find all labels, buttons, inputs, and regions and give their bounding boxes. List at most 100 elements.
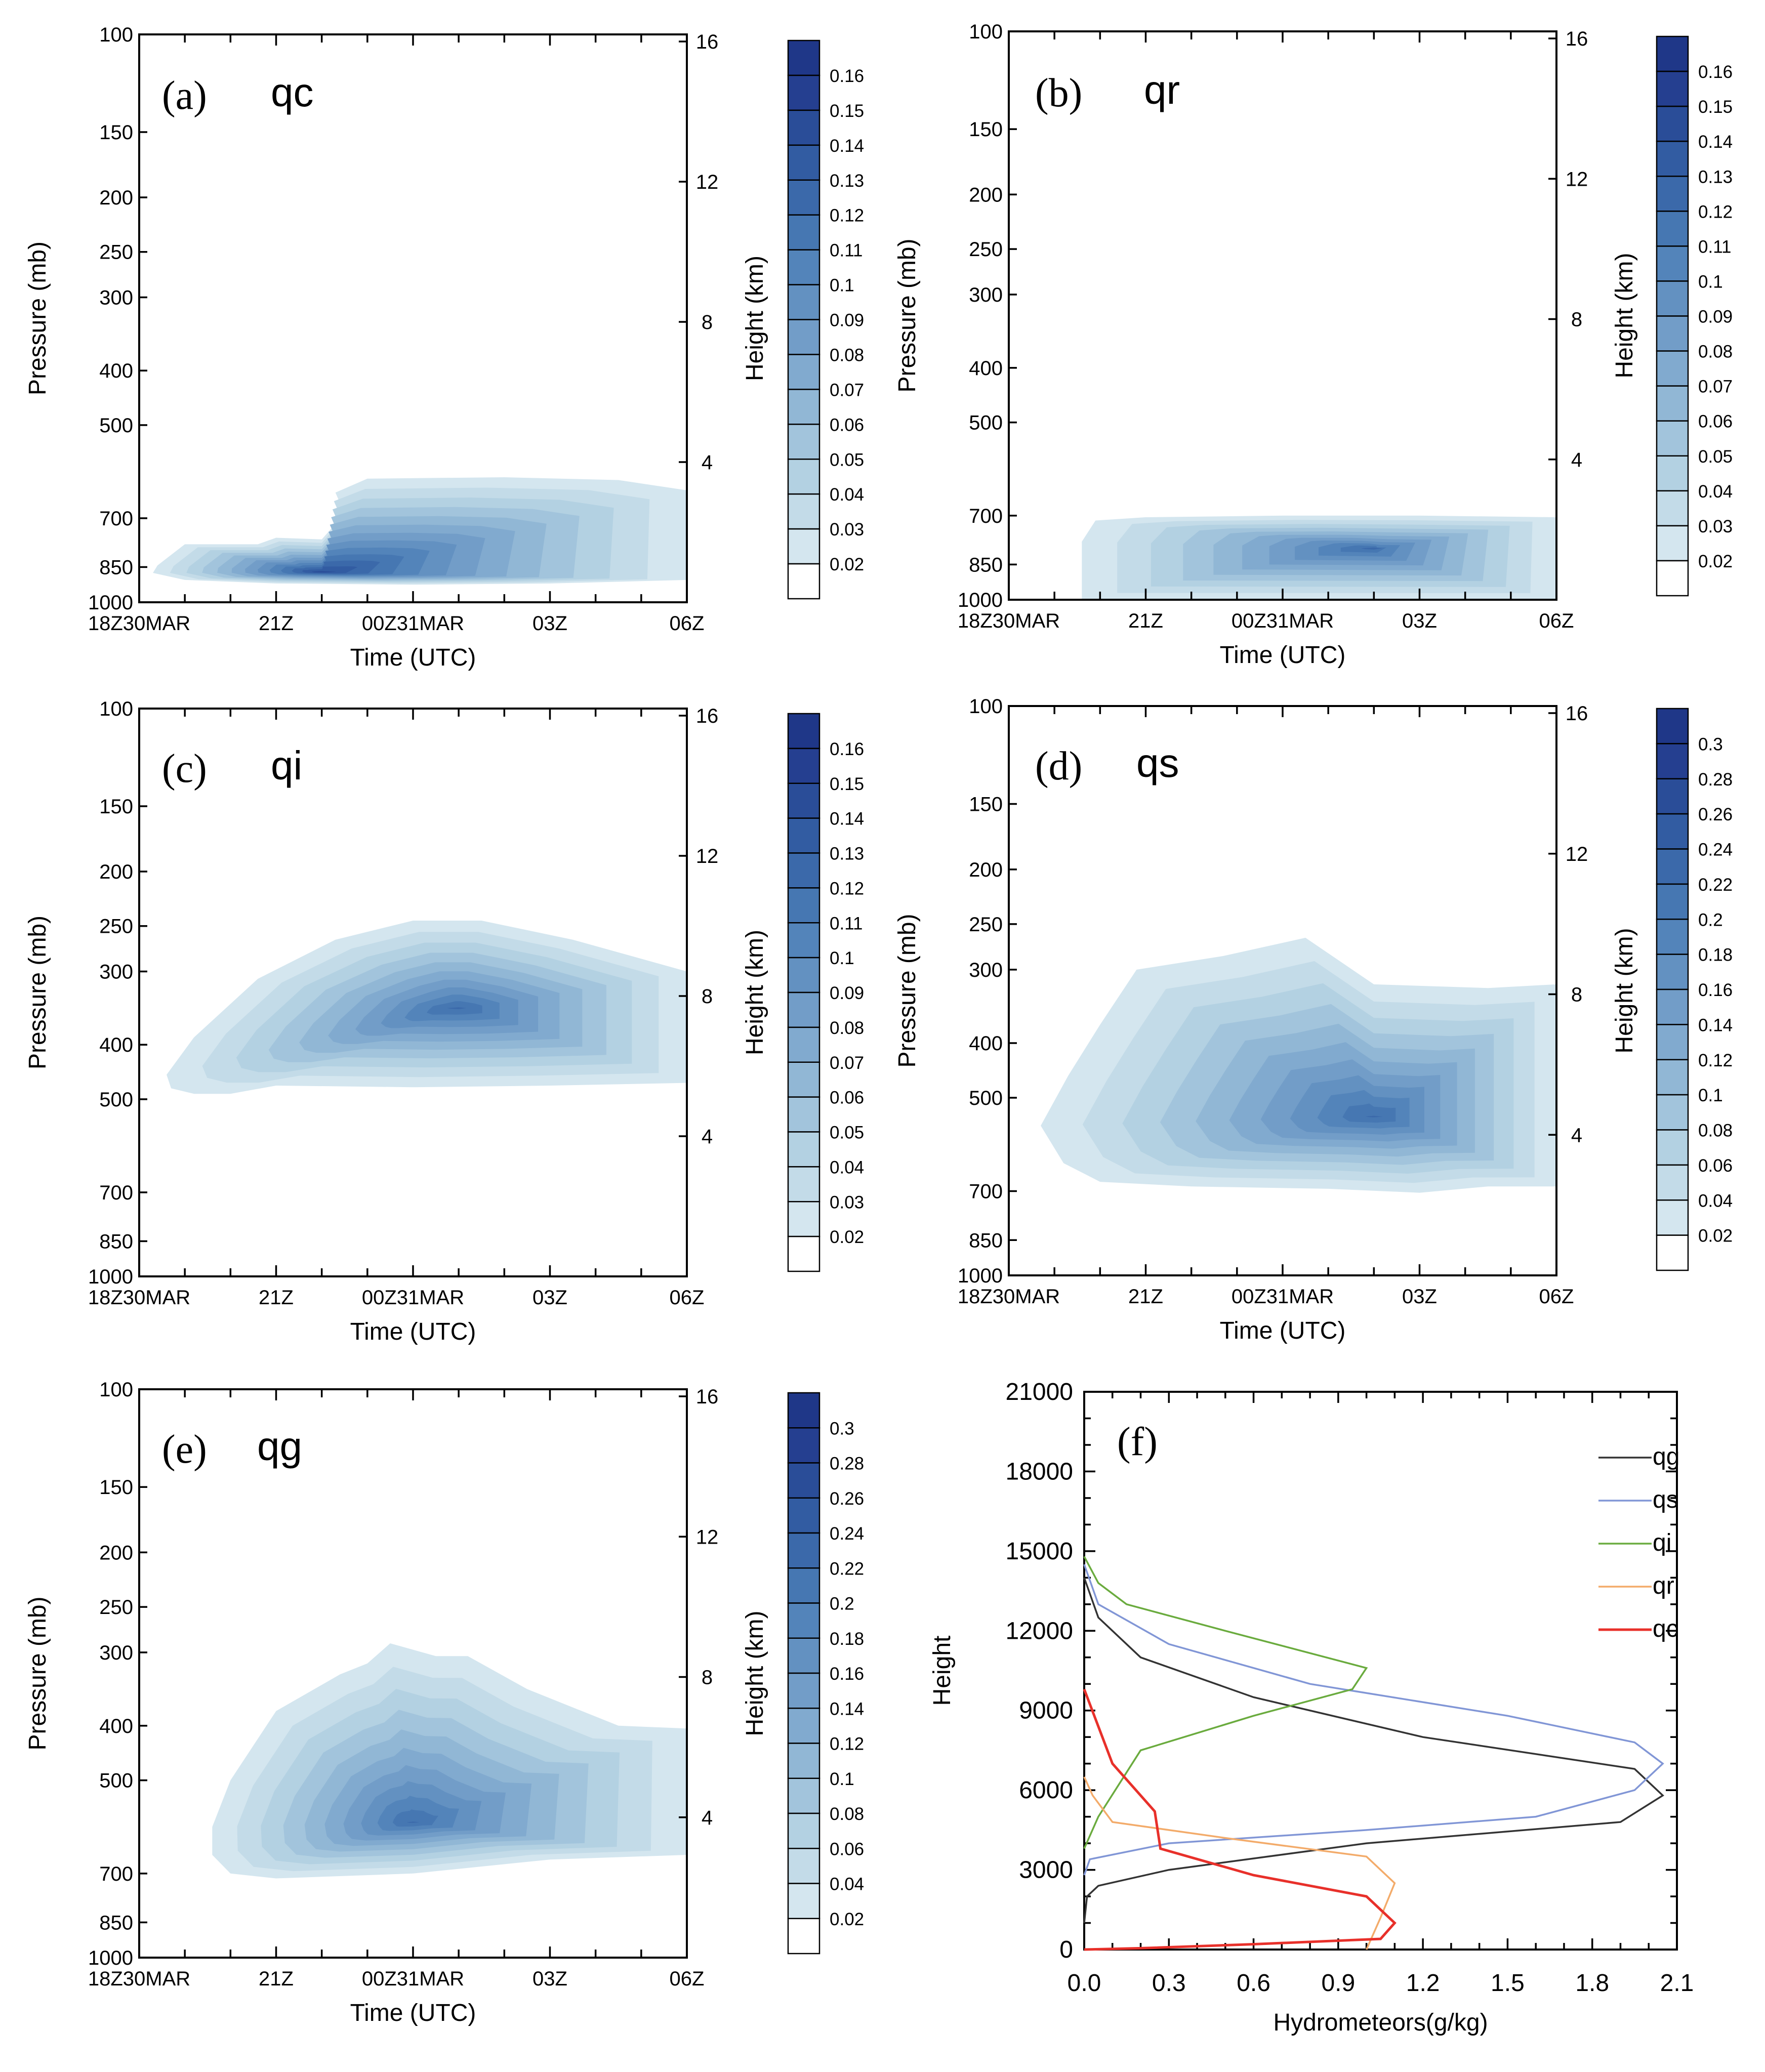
contour-level-13 [311, 571, 337, 573]
y2-tick-label: 4 [702, 451, 713, 474]
colorbar-label: 0.02 [830, 1227, 864, 1247]
colorbar-label: 0.12 [1698, 202, 1733, 222]
colorbar-label: 0.22 [830, 1559, 864, 1579]
y-tick-label: 150 [99, 796, 133, 818]
colorbar-cell [787, 1672, 820, 1709]
panel-label: (d) [1035, 744, 1082, 789]
colorbar-cell [787, 1235, 820, 1272]
x-tick-label: 03Z [1402, 1286, 1437, 1308]
y-tick-label: 200 [969, 859, 1003, 881]
y-axis-title: Height [929, 1636, 956, 1706]
colorbar-label: 0.02 [830, 1910, 864, 1929]
colorbar-cell [787, 1026, 820, 1063]
colorbar-label: 0.03 [830, 1192, 864, 1212]
colorbar-label: 0.12 [1698, 1051, 1733, 1070]
x-tick-label: 1.5 [1491, 1970, 1525, 1997]
colorbar-cell [1656, 280, 1689, 317]
colorbar-label: 0.09 [830, 983, 864, 1003]
y-tick-label: 6000 [1019, 1777, 1073, 1804]
y-tick-label: 0 [1059, 1936, 1073, 1963]
colorbar-label: 0.18 [1698, 945, 1733, 965]
colorbar-label: 0.24 [830, 1524, 864, 1544]
x-axis-title: Time (UTC) [1220, 642, 1346, 669]
colorbar-cell [1656, 455, 1689, 492]
colorbar-label: 0.08 [830, 1804, 864, 1824]
colorbar-cell [787, 1743, 820, 1779]
y-tick-label: 700 [969, 1181, 1003, 1203]
y-tick-label: 18000 [1006, 1458, 1073, 1485]
contour-level-11 [1361, 547, 1382, 550]
colorbar-cell [1656, 211, 1689, 247]
variable-name: qs [1136, 740, 1179, 785]
colorbar-cell [1656, 176, 1689, 212]
colorbar-label: 0.24 [1698, 840, 1733, 860]
panel-label: (c) [162, 747, 207, 791]
y-tick-label: 250 [99, 916, 133, 938]
y-axis-title: Pressure (mb) [24, 1596, 51, 1750]
colorbar-label: 0.06 [830, 1088, 864, 1108]
colorbar-label: 0.11 [830, 914, 863, 933]
y-axis-title: Pressure (mb) [24, 916, 51, 1069]
colorbar-cell [1656, 140, 1689, 177]
y2-axis-title: Height (km) [742, 1610, 768, 1736]
contour-level-11 [1365, 1115, 1383, 1117]
x-tick-label: 18Z30MAR [958, 1286, 1060, 1308]
colorbar-cell-top [787, 713, 820, 750]
colorbar-label: 0.02 [830, 555, 864, 574]
x-axis-title: Time (UTC) [350, 644, 476, 671]
y2-tick-label: 12 [696, 171, 719, 193]
y-tick-label: 300 [969, 284, 1003, 306]
colorbar-label: 0.26 [1698, 805, 1733, 824]
colorbar-label: 0.16 [1698, 980, 1733, 1000]
panel-label: (e) [162, 1427, 207, 1472]
y2-tick-label: 4 [702, 1126, 713, 1148]
y-tick-label: 3000 [1019, 1857, 1073, 1884]
colorbar-cell [1656, 420, 1689, 457]
x-tick-label: 18Z30MAR [958, 610, 1060, 632]
y-tick-label: 15000 [1006, 1538, 1073, 1565]
x-tick-label: 21Z [1128, 1286, 1163, 1308]
x-tick-label: 06Z [1539, 1286, 1574, 1308]
contour-qi [167, 921, 687, 1094]
contour-level-10 [1340, 545, 1386, 553]
y-tick-label: 1000 [88, 1947, 133, 1969]
x-tick-label: 21Z [259, 1287, 294, 1309]
y-tick-label: 250 [969, 238, 1003, 261]
colorbar-label: 0.08 [830, 345, 864, 365]
colorbar-label: 0.1 [830, 276, 854, 296]
panel-label: (b) [1035, 71, 1082, 115]
x-tick-label: 0.6 [1237, 1970, 1270, 1997]
colorbar-cell [1656, 1164, 1689, 1201]
colorbar-label: 0.3 [1698, 734, 1723, 754]
colorbar-label: 0.15 [1698, 97, 1733, 117]
colorbar-cell [787, 887, 820, 924]
y-tick-label: 100 [99, 24, 133, 46]
contour-level-11 [406, 1821, 420, 1823]
x-tick-label: 0.0 [1068, 1970, 1101, 1997]
colorbar-cell [787, 1848, 820, 1884]
colorbar-cell [787, 1567, 820, 1604]
series-line-qs [1083, 1564, 1664, 1876]
y-tick-label: 300 [969, 959, 1003, 981]
colorbar-cell [787, 1883, 820, 1919]
colorbar-cell [787, 957, 820, 993]
panel-label: (a) [162, 73, 207, 118]
y2-tick-label: 12 [1566, 168, 1588, 190]
x-tick-label: 06Z [670, 1968, 705, 1990]
colorbar-label: 0.28 [830, 1454, 864, 1474]
colorbar-cell [1656, 70, 1689, 107]
colorbar-cell [1656, 813, 1689, 850]
y-tick-label: 700 [969, 505, 1003, 527]
colorbar-label: 0.07 [1698, 377, 1733, 397]
colorbar-cell [1656, 1094, 1689, 1131]
y-tick-label: 9000 [1019, 1697, 1073, 1724]
variable-name: qr [1144, 67, 1180, 112]
x-axis-title: Time (UTC) [1220, 1317, 1346, 1344]
y-tick-label: 500 [99, 1770, 133, 1792]
y-tick-label: 400 [969, 357, 1003, 380]
colorbar-cell [787, 144, 820, 181]
colorbar-label: 0.09 [1698, 307, 1733, 327]
x-tick-label: 0.3 [1152, 1970, 1186, 1997]
colorbar-cell [1656, 560, 1689, 597]
colorbar-cell [1656, 490, 1689, 527]
